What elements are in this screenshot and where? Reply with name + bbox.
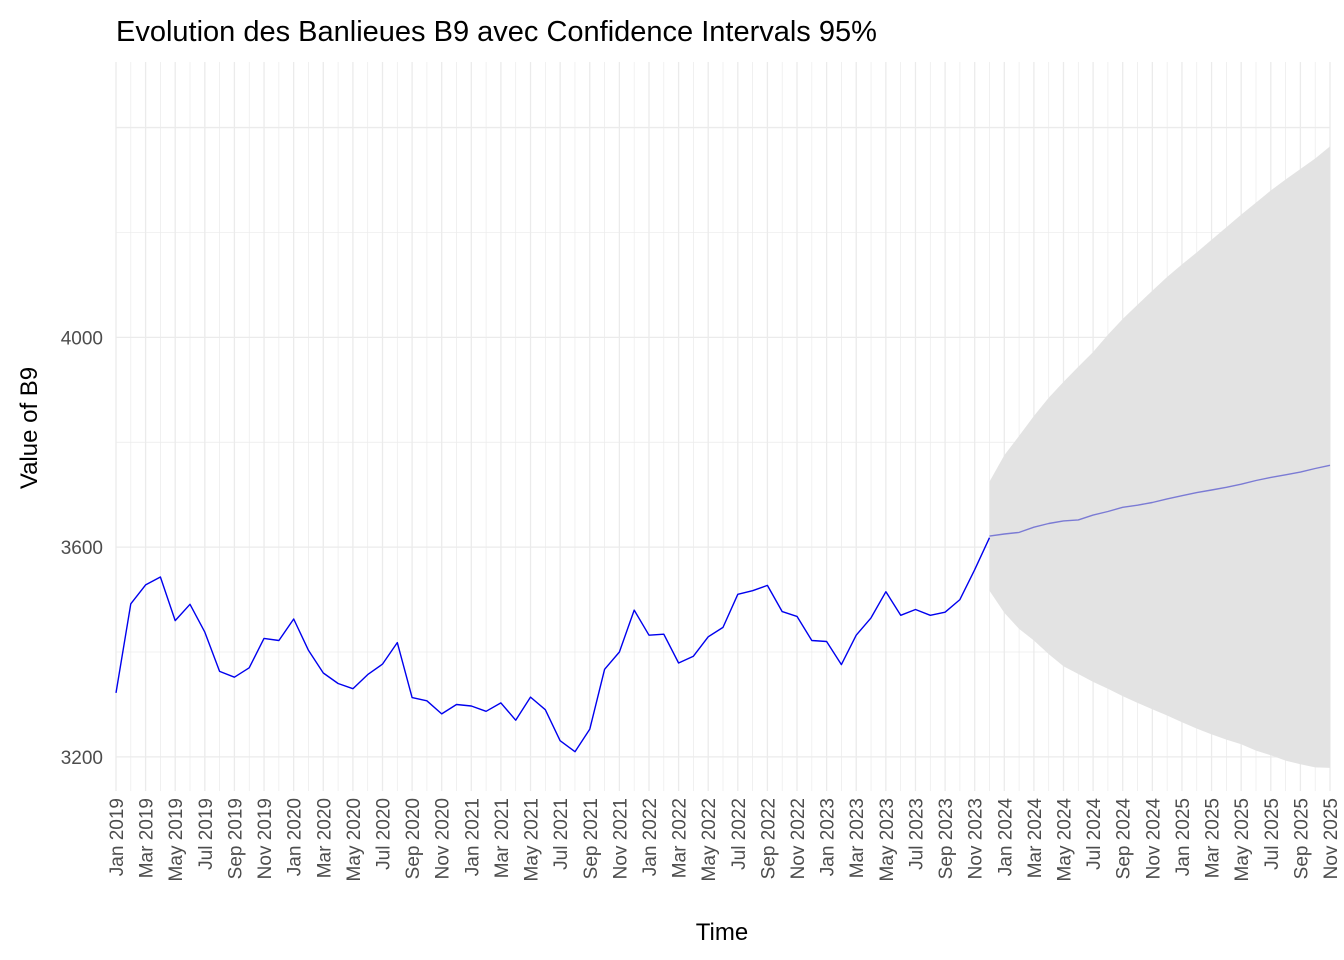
x-tick-label: Sep 2019 [225, 798, 246, 879]
y-axis-title: Value of B9 [16, 367, 43, 489]
x-tick-label: Jan 2022 [640, 798, 661, 876]
x-tick-label: Mar 2020 [314, 798, 335, 878]
x-tick-label: Nov 2024 [1143, 798, 1164, 880]
x-tick-label: Sep 2020 [403, 798, 424, 879]
x-tick-label: Mar 2021 [492, 798, 513, 878]
confidence-band [989, 146, 1330, 768]
series-line-forecast [989, 464, 1331, 537]
x-tick-label: Jul 2019 [196, 798, 217, 870]
y-tick-label: 4000 [61, 328, 103, 349]
x-tick-label: Jan 2024 [995, 798, 1016, 877]
x-tick-label: Jan 2020 [285, 798, 306, 876]
x-tick-label: Nov 2021 [610, 798, 631, 879]
x-tick-label: May 2019 [166, 798, 187, 881]
x-tick-label: May 2024 [1055, 798, 1076, 882]
x-tick-label: Nov 2023 [966, 798, 987, 879]
x-tick-label: Nov 2022 [788, 798, 809, 879]
x-tick-label: Jan 2021 [462, 798, 483, 876]
x-tick-label: Jan 2025 [1173, 798, 1194, 876]
x-tick-label: May 2020 [344, 798, 365, 881]
x-tick-label: May 2025 [1232, 798, 1253, 881]
x-tick-label: Jul 2021 [551, 798, 572, 870]
x-tick-label: Jul 2024 [1084, 798, 1105, 870]
x-tick-label: Sep 2022 [758, 798, 779, 879]
x-tick-label: May 2021 [522, 798, 543, 881]
x-tick-label: Sep 2023 [936, 798, 957, 879]
x-tick-label: Mar 2025 [1203, 798, 1224, 878]
x-tick-label: Mar 2023 [847, 798, 868, 878]
x-tick-label: Mar 2024 [1025, 798, 1046, 879]
series-line-observed [115, 537, 991, 753]
x-tick-label: Jul 2023 [907, 798, 928, 870]
x-tick-label: May 2023 [877, 798, 898, 881]
x-tick-label: Jan 2019 [107, 798, 128, 876]
x-tick-label: Nov 2019 [255, 798, 276, 879]
y-tick-label: 3200 [61, 748, 103, 769]
x-tick-label: Jan 2023 [818, 798, 839, 876]
x-tick-label: Sep 2025 [1291, 798, 1312, 879]
x-tick-label: Sep 2024 [1114, 798, 1135, 880]
x-tick-label: Mar 2019 [137, 798, 158, 878]
x-tick-label: Mar 2022 [670, 798, 691, 878]
x-axis-ticks: Jan 2019 Mar 2019 May 2019 Jul 2019 Sep 2019… [107, 798, 1342, 882]
x-tick-label: Nov 2020 [433, 798, 454, 879]
x-tick-label: May 2022 [699, 798, 720, 881]
x-tick-label: Jul 2020 [374, 798, 395, 870]
confidence-band-layer [989, 146, 1330, 768]
y-axis-ticks: 3200 3600 4000 [61, 328, 103, 769]
y-tick-label: 3600 [61, 538, 103, 559]
x-tick-label: Sep 2021 [581, 798, 602, 879]
x-tick-label: Jul 2025 [1262, 798, 1283, 870]
x-axis-title: Time [696, 919, 748, 946]
x-tick-label: Nov 2025 [1321, 798, 1342, 879]
x-tick-label: Jul 2022 [729, 798, 750, 870]
chart-title: Evolution des Banlieues B9 avec Confiden… [116, 16, 877, 48]
series-layer [115, 464, 1331, 753]
